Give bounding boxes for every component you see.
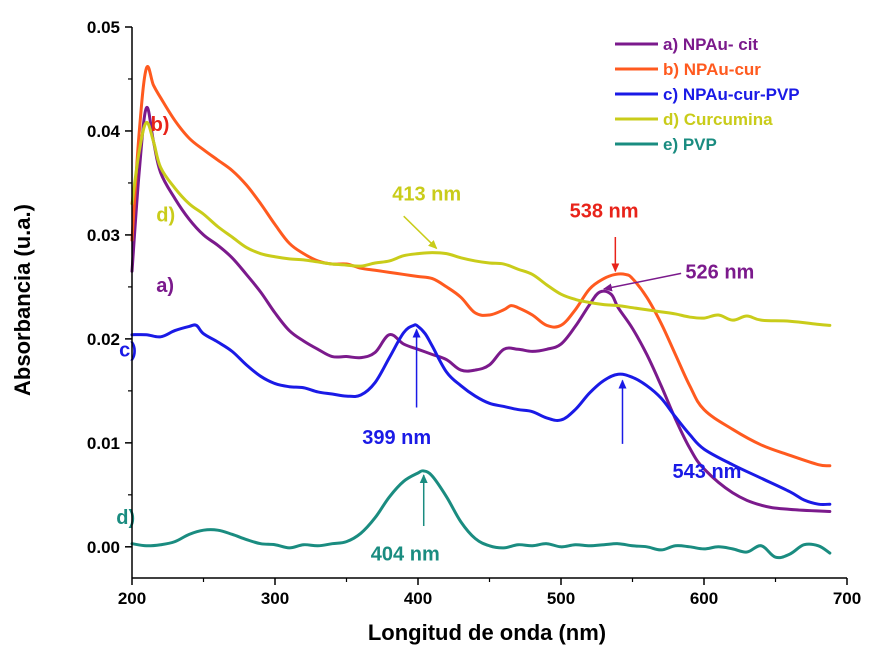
y-tick-label: 0.00 (87, 538, 120, 557)
series-layer (130, 65, 832, 560)
peak-annotation-label: d) (116, 507, 135, 529)
x-tick-label: 300 (261, 589, 289, 608)
peak-annotation-label: 538 nm (570, 200, 639, 222)
peak-annotation-label: a) (156, 275, 174, 297)
peak-annotation-label: d) (156, 204, 175, 226)
legend-label: e) PVP (663, 135, 717, 154)
x-tick-label: 400 (404, 589, 432, 608)
x-tick-label: 600 (690, 589, 718, 608)
x-tick-label: 200 (118, 589, 146, 608)
legend-label: b) NPAu-cur (663, 60, 761, 79)
legend: a) NPAu- cit b) NPAu-cur c) NPAu-cur-PVP d)… (615, 35, 800, 154)
series-line-2 (130, 65, 832, 468)
y-tick-label: 0.04 (87, 122, 121, 141)
legend-label: c) NPAu-cur-PVP (663, 85, 800, 104)
y-tick-label: 0.05 (87, 18, 120, 37)
peak-annotation-label: 399 nm (362, 427, 431, 449)
y-tick-label: 0.03 (87, 226, 120, 245)
peak-annotation-label: b) (151, 114, 170, 136)
series-line-5 (130, 469, 832, 560)
axes-layer: 200 300 400 500 600 700 0.00 0.01 0.02 0.03 0.04 0.… (87, 18, 861, 608)
x-tick-label: 700 (833, 589, 861, 608)
y-tick-label: 0.01 (87, 434, 120, 453)
annotation-layer: b) d) a) c) d) 413 nm 538 nm 526 nm 399 nm 543 nm… (116, 114, 754, 565)
series-line-4 (130, 121, 832, 327)
peak-annotation-label: 543 nm (673, 461, 742, 483)
legend-label: a) NPAu- cit (663, 35, 758, 54)
series-line-3 (130, 323, 832, 507)
legend-label: d) Curcumina (663, 110, 773, 129)
peak-annotation-label: 404 nm (371, 543, 440, 565)
peak-annotation-label: 526 nm (685, 262, 754, 284)
x-axis-title: Longitud de onda (nm) (368, 620, 606, 645)
peak-annotation-label: c) (119, 340, 137, 362)
x-tick-label: 500 (547, 589, 575, 608)
peak-arrow (403, 215, 438, 250)
y-tick-label: 0.02 (87, 330, 120, 349)
y-axis-title: Absorbancia (u.a.) (10, 204, 35, 396)
peak-annotation-label: 413 nm (392, 184, 461, 206)
series-line-1 (130, 105, 832, 513)
peak-arrow (602, 272, 682, 292)
